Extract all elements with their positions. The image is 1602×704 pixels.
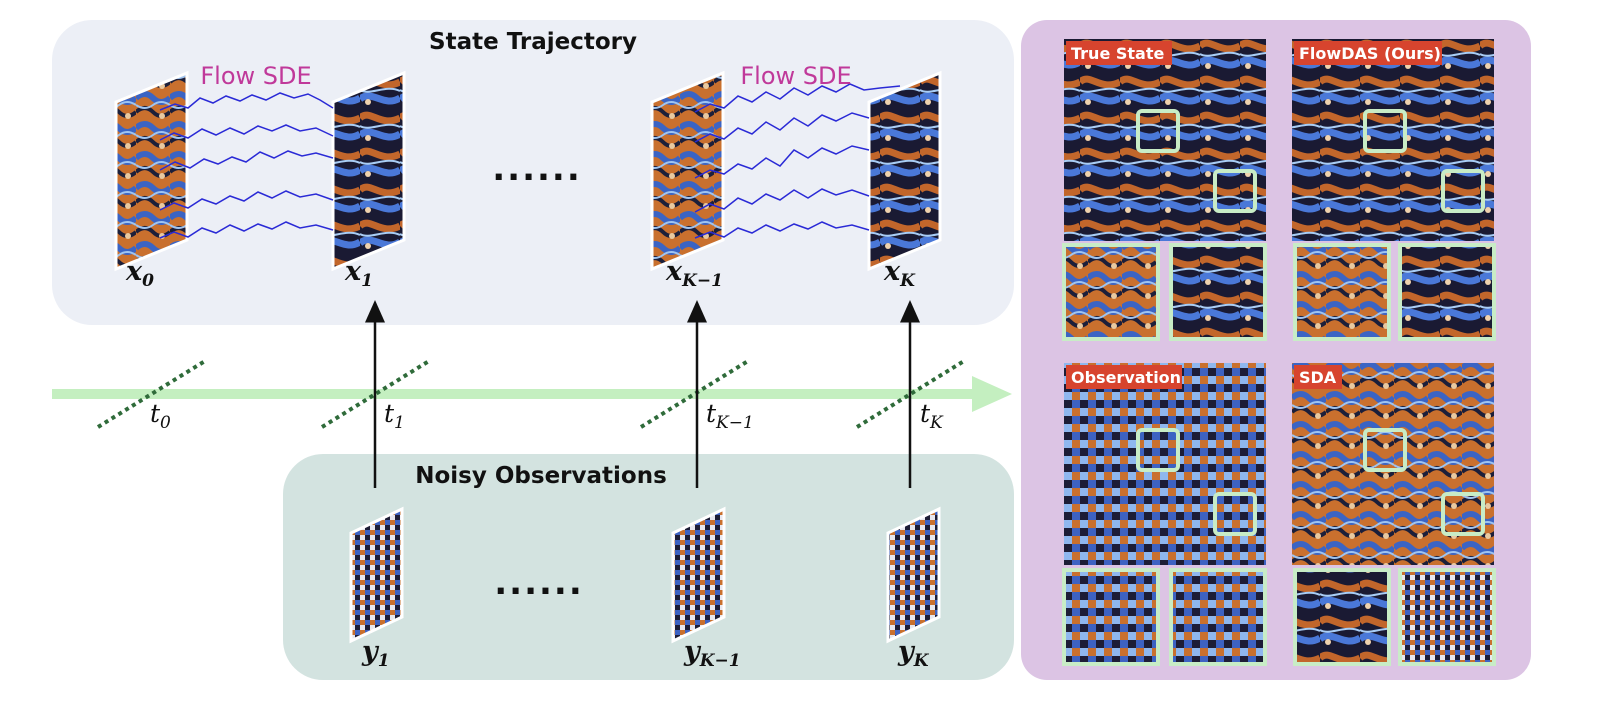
state-frame-xk [867,70,942,272]
highlight-box [1136,109,1180,153]
state-frame-x1 [331,70,406,272]
true-state-label: True State [1071,44,1164,63]
zoom-inset [1169,243,1267,341]
label-background [1294,41,1442,65]
zoom-inset [1062,243,1160,341]
state-label-x0: x0 [125,256,154,291]
flow-sde-label-left: Flow SDE [200,62,311,90]
state-ellipsis: ...... [492,149,582,189]
sda-label: SDA [1299,368,1337,387]
observation-label: Observation [1071,368,1181,387]
flowdas-panel: FlowDAS (Ours) [1292,39,1496,341]
flowdas-label: FlowDAS (Ours) [1299,44,1441,63]
state-frame-x0 [114,70,189,272]
highlight-box [1136,428,1180,472]
state-frame-xk-1 [650,70,725,272]
label-background [1066,365,1182,389]
state-frames [114,70,942,272]
flow-sde-paths-left [159,92,334,239]
label-background [1066,41,1172,65]
time-label-t0: t0 [150,399,171,433]
zoom-inset [1062,568,1160,666]
highlight-box [1441,169,1485,213]
svg-text:xK: xK [883,256,916,291]
observation-label-yk: yK [897,636,930,671]
svg-text:t1: t1 [384,399,405,433]
highlight-box [1213,492,1257,536]
zoom-inset [1398,568,1496,666]
highlight-box [1213,169,1257,213]
svg-text:y1: y1 [361,636,390,671]
observation-panel: Observation [1062,363,1267,666]
zoom-inset [1398,243,1496,341]
zoom-inset [1293,243,1391,341]
observation-frame-yk-1 [671,506,726,644]
svg-text:xK−1: xK−1 [665,256,723,291]
true-state-image [1064,39,1266,241]
noisy-observations-title: Noisy Observations [415,463,667,489]
highlight-box [1363,109,1407,153]
time-label-tk-1: tK−1 [706,399,754,433]
time-label-t1: t1 [384,399,405,433]
highlight-box [1363,428,1407,472]
flowdas-image [1292,39,1494,241]
svg-text:tK−1: tK−1 [706,399,754,433]
svg-text:x0: x0 [125,256,154,291]
sda-image [1292,363,1494,565]
observation-label-y1: y1 [361,636,390,671]
svg-text:yK−1: yK−1 [683,636,741,671]
flow-sde-paths-right [694,83,901,239]
true-state-panel: True State [1062,39,1267,341]
observation-image [1064,363,1266,565]
svg-text:t0: t0 [150,399,171,433]
highlight-box [1441,492,1485,536]
noisy-observations-panel [283,454,1014,680]
observation-arrows [365,300,920,488]
observation-ellipsis: ...... [494,563,584,603]
observation-frame-yk [886,506,941,644]
time-label-tk: tK [920,399,944,433]
observation-frames [349,506,941,644]
label-background [1294,365,1342,389]
timeline-arrow [52,376,1012,412]
svg-text:tK: tK [920,399,944,433]
state-label-x1: x1 [344,256,373,291]
state-label-xk: xK [883,256,916,291]
observation-frame-y1 [349,506,404,644]
svg-text:x1: x1 [344,256,373,291]
observation-label-yk-1: yK−1 [683,636,741,671]
state-trajectory-title: State Trajectory [429,29,637,55]
sda-panel: SDA [1292,363,1496,666]
zoom-inset [1293,568,1391,666]
state-label-xk-1: xK−1 [665,256,723,291]
zoom-inset [1169,568,1267,666]
time-ticks [96,359,966,429]
flow-sde-label-right: Flow SDE [740,62,851,90]
svg-text:yK: yK [897,636,930,671]
